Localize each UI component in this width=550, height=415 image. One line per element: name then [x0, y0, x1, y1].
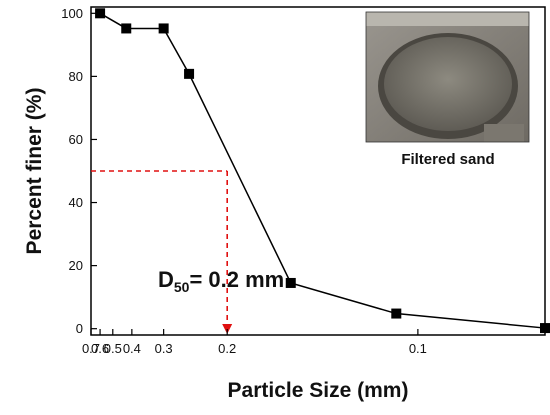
x-tick-label: 0.5	[104, 341, 122, 356]
series-layer	[95, 8, 550, 334]
y-tick-label: 100	[61, 6, 83, 21]
x-axis-label: Particle Size (mm)	[228, 379, 409, 402]
y-tick-label: 0	[76, 321, 83, 336]
axes: 0 20 40 60 80 100 0.70.60.5 0.4 0.3 0.2 0.1	[61, 6, 427, 356]
y-tick-label: 20	[69, 258, 83, 273]
data-point	[158, 23, 169, 34]
inset-photo	[365, 11, 530, 143]
d50-rest: = 0.2 mm	[189, 267, 284, 292]
x-tick-label: 0.6	[91, 341, 109, 356]
sand-surface	[384, 37, 512, 131]
y-tick-label: 40	[69, 195, 83, 210]
y-tick-label: 60	[69, 132, 83, 147]
data-point	[95, 8, 106, 19]
photo-corner	[484, 124, 524, 142]
photo-top-surface	[366, 12, 529, 26]
inset-label: Filtered sand	[401, 151, 494, 168]
x-tick-label: 0.3	[155, 341, 173, 356]
x-tick-label: 0.1	[409, 341, 427, 356]
data-point	[121, 23, 132, 34]
d50-subscript: 50	[174, 279, 190, 295]
data-point	[391, 308, 402, 319]
data-point	[285, 277, 296, 288]
data-point	[540, 323, 550, 334]
x-tick-label: 0.2	[218, 341, 236, 356]
y-tick-label: 80	[69, 69, 83, 84]
y-axis-label: Percent finer (%)	[23, 88, 46, 255]
d50-annotation: D50= 0.2 mm	[158, 267, 284, 295]
d50-main: D	[158, 267, 174, 292]
photo-border	[365, 11, 530, 143]
data-point	[184, 68, 195, 79]
x-tick-label: 0.7	[82, 341, 100, 356]
x-tick-label: 0.4	[123, 341, 141, 356]
